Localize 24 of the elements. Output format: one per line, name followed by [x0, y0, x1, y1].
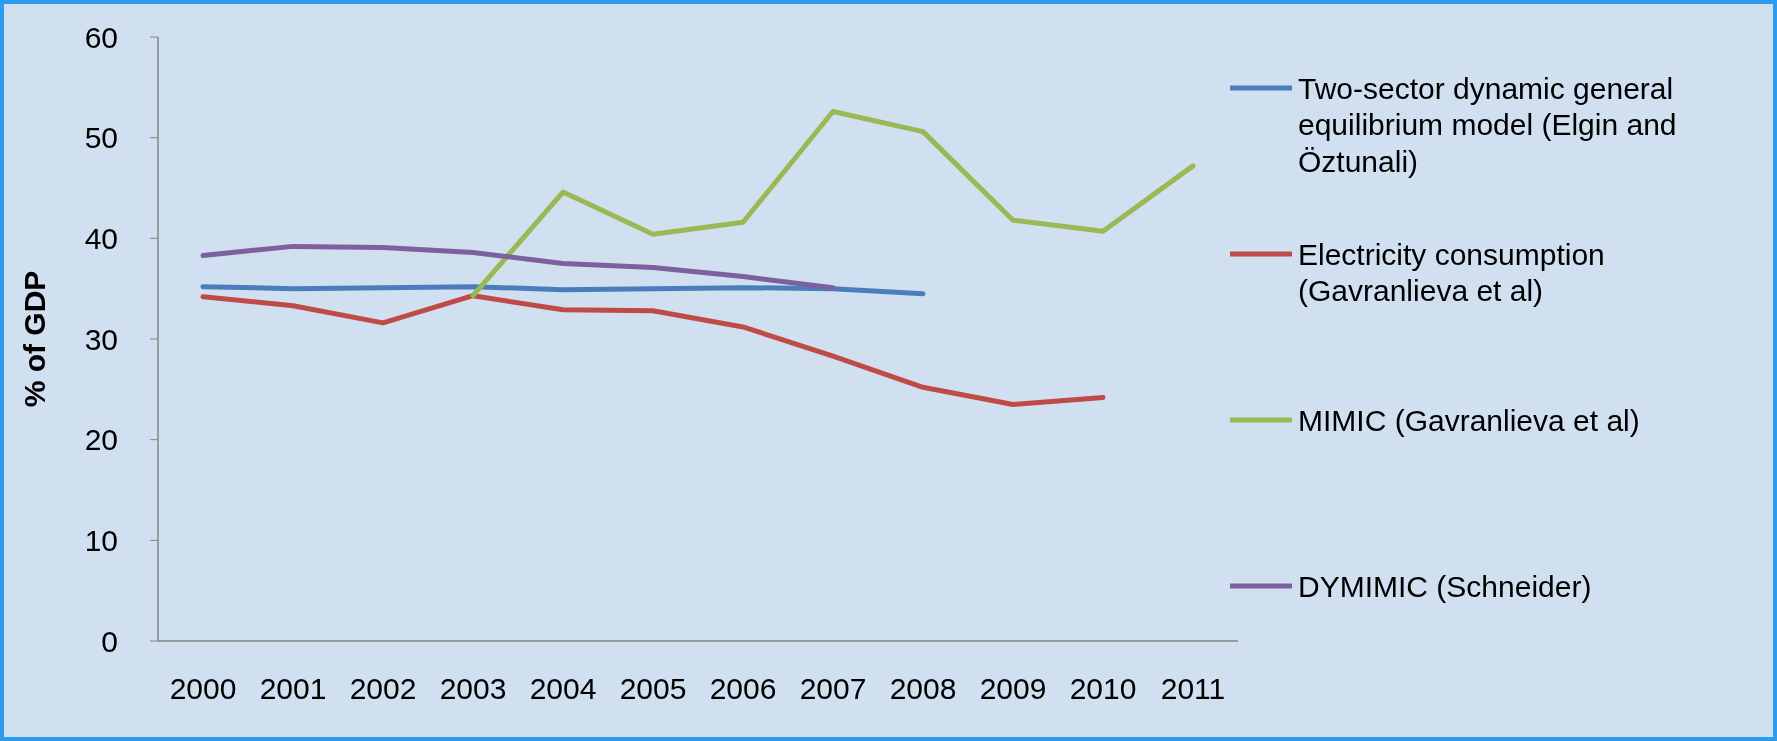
- y-axis-title: % of GDP: [18, 270, 51, 408]
- legend-label: MIMIC (Gavranlieva et al): [1298, 403, 1640, 437]
- y-tick-label: 40: [84, 221, 118, 255]
- x-tick-label: 2010: [1069, 672, 1137, 705]
- legend-label: DYMIMIC (Schneider): [1298, 569, 1592, 603]
- x-tick-label: 2011: [1160, 672, 1226, 705]
- x-tick-label: 2008: [889, 672, 957, 705]
- x-tick-label: 2003: [439, 672, 507, 705]
- x-tick-label: 2004: [529, 672, 597, 705]
- x-tick-label: 2002: [349, 672, 417, 705]
- y-tick-label: 0: [101, 624, 118, 658]
- x-tick-label: 2009: [979, 672, 1047, 705]
- y-tick-label: 10: [84, 523, 118, 557]
- y-tick-label: 30: [84, 322, 118, 356]
- y-tick-label: 50: [84, 121, 118, 155]
- legend-label: Electricity consumption (Gavranlieva et al): [1298, 237, 1605, 308]
- x-tick-label: 2006: [709, 672, 777, 705]
- x-tick-label: 2005: [619, 672, 687, 705]
- x-tick-label: 2000: [169, 672, 237, 705]
- y-tick-label: 20: [84, 423, 118, 457]
- x-tick-label: 2007: [799, 672, 867, 705]
- y-tick-label: 60: [84, 20, 118, 54]
- x-tick-label: 2001: [259, 672, 327, 705]
- legend-label: Two-sector dynamic general equilibrium model (Elgin and Öztunali): [1298, 71, 1677, 178]
